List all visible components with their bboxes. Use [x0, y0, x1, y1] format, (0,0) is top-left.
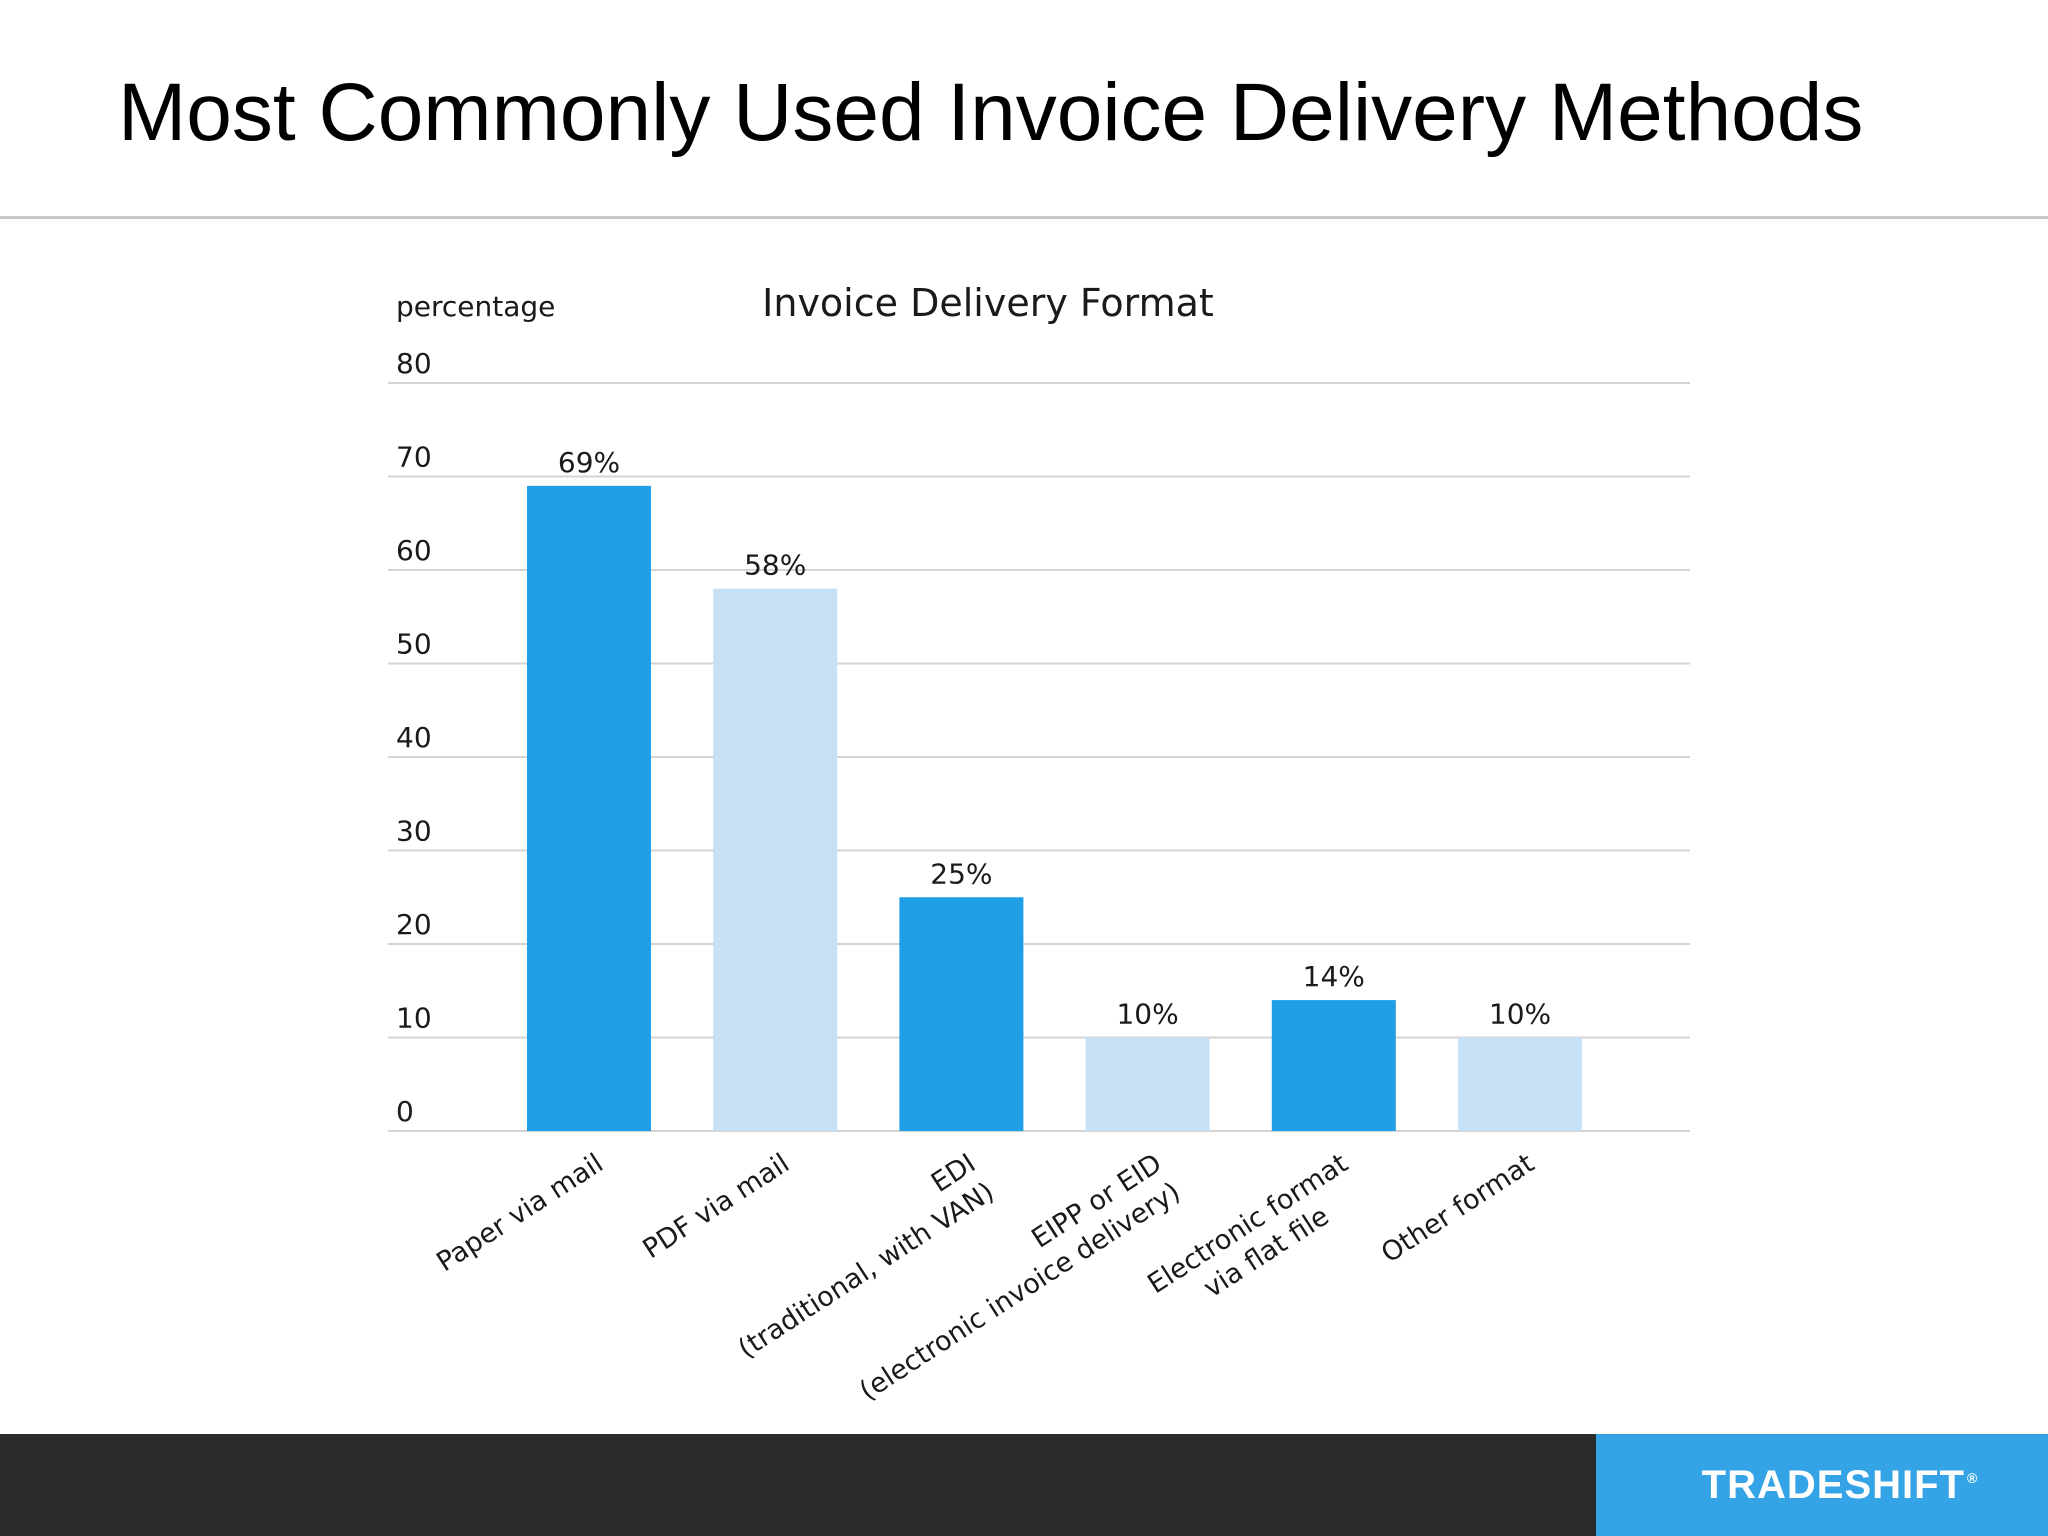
y-tick-label: 0 [396, 1095, 414, 1128]
x-tick-line: PDF via mail [638, 1148, 795, 1265]
svg-text:EIPP or EID(electronic invoice: EIPP or EID(electronic invoice delivery) [836, 1148, 1186, 1407]
bar [1085, 1037, 1210, 1131]
bars [527, 485, 1582, 1132]
x-tick-label: Electronic formatvia flat file [1142, 1148, 1372, 1329]
x-tick-line: Paper via mail [431, 1148, 609, 1278]
tradeshift-logo: TRADESHIFT ® [1596, 1434, 2048, 1536]
bar [1271, 1000, 1396, 1131]
svg-text:Other format: Other format [1376, 1148, 1540, 1269]
y-tick-label: 80 [396, 347, 432, 380]
title-divider [0, 216, 2048, 219]
y-tick-label: 60 [396, 534, 432, 567]
y-tick-label: 50 [396, 628, 432, 661]
y-tick-label: 30 [396, 815, 432, 848]
x-tick-line: Other format [1376, 1148, 1540, 1269]
bar [1458, 1037, 1582, 1131]
data-label: 58% [744, 549, 806, 582]
chart-title: Invoice Delivery Format [762, 281, 1214, 325]
bar [527, 485, 651, 1132]
svg-text:Electronic formatvia flat file: Electronic formatvia flat file [1142, 1148, 1372, 1329]
y-tick-label: 70 [396, 441, 432, 474]
y-tick-label: 40 [396, 721, 432, 754]
slide-title: Most Commonly Used Invoice Delivery Meth… [118, 67, 1864, 158]
bar [899, 897, 1024, 1131]
x-tick-label: EIPP or EID(electronic invoice delivery) [836, 1148, 1186, 1407]
x-tick-line: (electronic invoice delivery) [854, 1176, 1186, 1406]
x-tick-label: Other format [1376, 1148, 1540, 1269]
bar [713, 588, 838, 1131]
y-tick-label: 20 [396, 908, 432, 941]
x-tick-label: Paper via mail [431, 1148, 609, 1278]
data-label: 14% [1303, 960, 1365, 993]
data-label: 10% [1489, 998, 1551, 1031]
logo-text: TRADESHIFT ® [1701, 1462, 1979, 1507]
y-axis-label: percentage [396, 290, 555, 323]
svg-text:PDF via mail: PDF via mail [638, 1148, 795, 1265]
x-tick-label: PDF via mail [638, 1148, 795, 1265]
data-label: 25% [930, 857, 992, 890]
data-label: 10% [1116, 998, 1178, 1031]
y-tick-label: 10 [396, 1002, 432, 1035]
data-label: 69% [558, 446, 620, 479]
svg-text:Paper via mail: Paper via mail [431, 1148, 609, 1278]
